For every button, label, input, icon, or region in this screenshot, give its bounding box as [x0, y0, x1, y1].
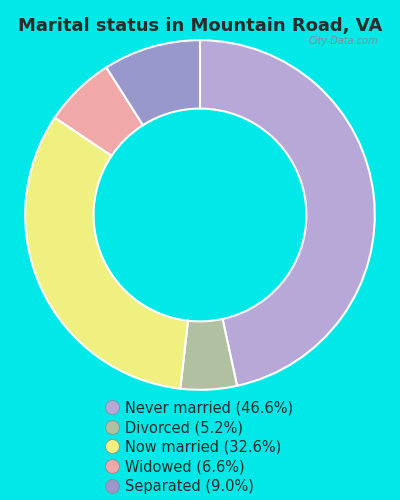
Text: City-Data.com: City-Data.com	[309, 36, 378, 46]
Wedge shape	[55, 68, 143, 156]
Wedge shape	[200, 40, 375, 386]
Wedge shape	[106, 40, 200, 125]
Wedge shape	[180, 319, 237, 390]
Legend: Never married (46.6%), Divorced (5.2%), Now married (32.6%), Widowed (6.6%), Sep: Never married (46.6%), Divorced (5.2%), …	[104, 398, 296, 497]
Text: Marital status in Mountain Road, VA: Marital status in Mountain Road, VA	[18, 18, 382, 36]
Wedge shape	[25, 118, 188, 388]
